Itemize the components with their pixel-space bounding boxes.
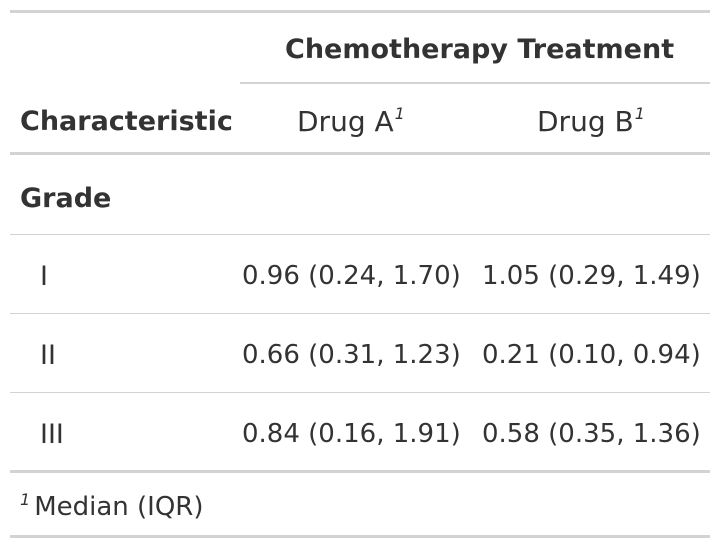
characteristic-header: Characteristic [20, 106, 233, 137]
row-rule [10, 313, 710, 314]
drug-a-value: 0.96 (0.24, 1.70) [242, 261, 461, 291]
drug-b-value: 1.05 (0.29, 1.49) [482, 261, 701, 291]
row-rule [10, 392, 710, 393]
drug-a-value: 0.66 (0.31, 1.23) [242, 340, 461, 370]
row-label: I [40, 261, 48, 292]
body-bottom-rule [10, 470, 710, 473]
drug-b-header: Drug B1 [537, 106, 645, 136]
drug-a-header: Drug A1 [297, 106, 405, 136]
top-rule [10, 10, 710, 13]
footnote-marker: 1 [20, 490, 31, 509]
group-label-grade: Grade [20, 183, 112, 214]
spanner-header: Chemotherapy Treatment [285, 34, 675, 65]
table-bottom-rule [10, 535, 710, 538]
header-rule [10, 152, 710, 155]
row-label: II [40, 340, 56, 371]
drug-b-footnote-marker: 1 [634, 104, 645, 123]
drug-b-value: 0.21 (0.10, 0.94) [482, 340, 701, 370]
row-label: III [40, 419, 64, 450]
drug-a-footnote-marker: 1 [394, 104, 405, 123]
footnote-text: Median (IQR) [34, 492, 204, 522]
footnote: 1 Median (IQR) [20, 490, 204, 522]
drug-a-value: 0.84 (0.16, 1.91) [242, 419, 461, 449]
group-rule [10, 234, 710, 235]
drug-a-header-label: Drug A [297, 105, 394, 138]
drug-b-header-label: Drug B [537, 105, 634, 138]
spanner-rule [240, 82, 710, 84]
drug-b-value: 0.58 (0.35, 1.36) [482, 419, 701, 449]
